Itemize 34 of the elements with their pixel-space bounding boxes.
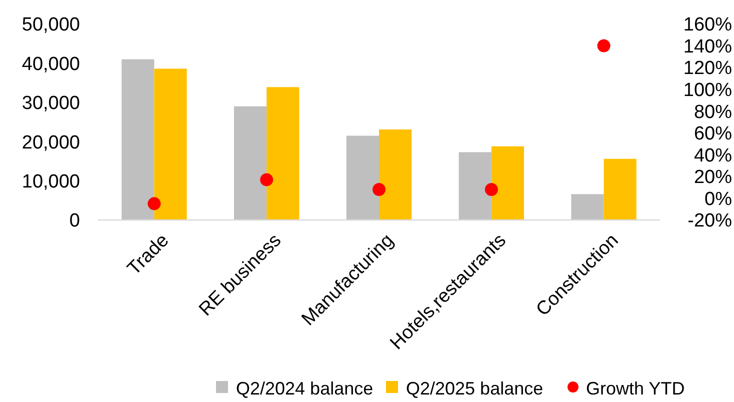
y2-tick-label: 40% bbox=[694, 145, 732, 166]
y2-tick-label: 20% bbox=[694, 167, 732, 188]
y2-tick-label: 0% bbox=[704, 188, 732, 210]
bar bbox=[604, 158, 636, 220]
y2-tick-label: 80% bbox=[694, 102, 732, 123]
bar bbox=[379, 129, 412, 220]
y-tick-label: 50,000 bbox=[22, 14, 80, 36]
y2-tick-label: 120% bbox=[683, 58, 732, 80]
bar bbox=[571, 194, 604, 220]
legend-label: Q2/2024 balance bbox=[236, 378, 374, 398]
bar bbox=[154, 68, 187, 220]
point bbox=[372, 183, 386, 196]
y-tick-label: 30,000 bbox=[22, 93, 80, 114]
point bbox=[484, 183, 498, 196]
bar bbox=[458, 152, 492, 220]
y2-tick-label: 140% bbox=[683, 36, 732, 58]
y2-tick-label: -20% bbox=[688, 210, 732, 232]
y-tick-label: 20,000 bbox=[22, 132, 80, 154]
bar bbox=[346, 136, 379, 220]
y2-tick-label: 160% bbox=[683, 14, 732, 36]
y2-tick-label: 60% bbox=[694, 124, 732, 145]
bar bbox=[266, 87, 300, 220]
legend-label: Q2/2025 balance bbox=[406, 378, 544, 398]
point bbox=[597, 39, 610, 52]
y-tick-label: 0 bbox=[69, 210, 80, 232]
point bbox=[148, 197, 161, 210]
y-tick-label: 40,000 bbox=[22, 54, 80, 75]
point bbox=[260, 173, 274, 186]
legend-label: Growth YTD bbox=[586, 378, 685, 398]
bar bbox=[234, 106, 267, 220]
bar bbox=[122, 59, 154, 220]
bar bbox=[491, 146, 524, 220]
y2-tick-label: 100% bbox=[683, 80, 732, 101]
y-tick-label: 10,000 bbox=[22, 171, 80, 192]
